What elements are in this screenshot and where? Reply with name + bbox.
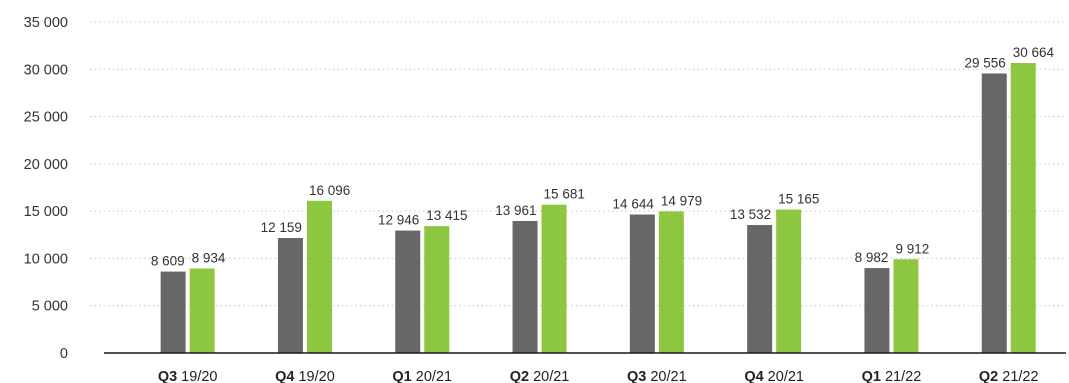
x-tick-quarter: Q1 [862, 369, 881, 383]
x-tick-label: Q2 20/21 [510, 369, 570, 383]
x-tick-period: 21/22 [998, 369, 1038, 383]
x-tick-quarter: Q2 [510, 369, 529, 383]
bars [160, 63, 1036, 354]
y-tick-label: 35 000 [24, 15, 68, 31]
data-label: 16 096 [309, 183, 350, 198]
bar-green [776, 209, 802, 353]
x-tick-quarter: Q4 [275, 369, 294, 383]
x-axis: Q3 19/20 Q4 19/20 Q1 20/21 Q2 20/21 Q3 20/21… [158, 369, 1039, 383]
data-label: 12 159 [261, 220, 302, 235]
x-tick-label: Q1 21/22 [862, 369, 922, 383]
data-label: 8 609 [151, 254, 185, 269]
data-label: 14 979 [661, 193, 702, 208]
y-tick-label: 20 000 [24, 157, 68, 173]
data-label: 13 415 [426, 208, 467, 223]
bar-green [893, 259, 919, 353]
data-label: 12 946 [378, 213, 419, 228]
x-tick-label: Q3 20/21 [627, 369, 687, 383]
data-label: 13 961 [495, 203, 536, 218]
bar-grey [160, 271, 186, 353]
x-tick-period: 20/21 [646, 369, 686, 383]
data-label: 8 982 [855, 250, 889, 265]
data-label: 8 934 [192, 251, 226, 266]
y-tick-label: 0 [60, 346, 68, 362]
data-labels: 8 609 8 934 12 159 16 096 12 946 13 415 13 961… [151, 45, 1055, 269]
bar-green [658, 211, 684, 353]
x-tick-period: 19/20 [177, 369, 217, 383]
x-tick-period: 20/21 [764, 369, 804, 383]
x-tick-label: Q2 21/22 [979, 369, 1039, 383]
data-label: 14 644 [613, 197, 655, 212]
y-tick-label: 25 000 [24, 110, 68, 126]
bar-green [1010, 63, 1036, 354]
gridlines [90, 21, 1066, 307]
bar-green [189, 268, 215, 353]
data-label: 15 165 [778, 192, 819, 207]
data-label: 29 556 [964, 55, 1005, 70]
bar-grey [864, 268, 890, 353]
y-tick-label: 10 000 [24, 251, 68, 267]
bar-grey [981, 73, 1007, 354]
x-tick-quarter: Q1 [392, 369, 411, 383]
bar-grey [629, 214, 655, 353]
bar-green [541, 204, 567, 353]
x-tick-quarter: Q4 [744, 369, 763, 383]
x-tick-label: Q4 20/21 [744, 369, 804, 383]
bar-green [424, 226, 450, 353]
data-label: 15 681 [544, 187, 585, 202]
data-label: 13 532 [730, 207, 771, 222]
x-tick-label: Q4 19/20 [275, 369, 335, 383]
x-tick-period: 20/21 [529, 369, 569, 383]
x-tick-period: 21/22 [881, 369, 921, 383]
x-tick-quarter: Q2 [979, 369, 998, 383]
x-tick-label: Q1 20/21 [392, 369, 452, 383]
x-tick-label: Q3 19/20 [158, 369, 218, 383]
x-tick-quarter: Q3 [627, 369, 646, 383]
data-label: 30 664 [1013, 45, 1055, 60]
data-label: 9 912 [895, 241, 929, 256]
y-axis: 0 5 000 10 000 15 000 20 000 25 000 30 000 35 0… [24, 15, 68, 362]
bar-grey [747, 225, 773, 353]
y-tick-label: 15 000 [24, 204, 68, 220]
bar-grey [277, 238, 303, 353]
x-tick-period: 19/20 [294, 369, 334, 383]
x-tick-quarter: Q3 [158, 369, 177, 383]
bar-grey [512, 220, 538, 353]
y-tick-label: 30 000 [24, 62, 68, 78]
y-tick-label: 5 000 [32, 299, 68, 315]
bar-green [306, 200, 332, 353]
x-tick-period: 20/21 [412, 369, 452, 383]
bar-grey [395, 230, 421, 353]
